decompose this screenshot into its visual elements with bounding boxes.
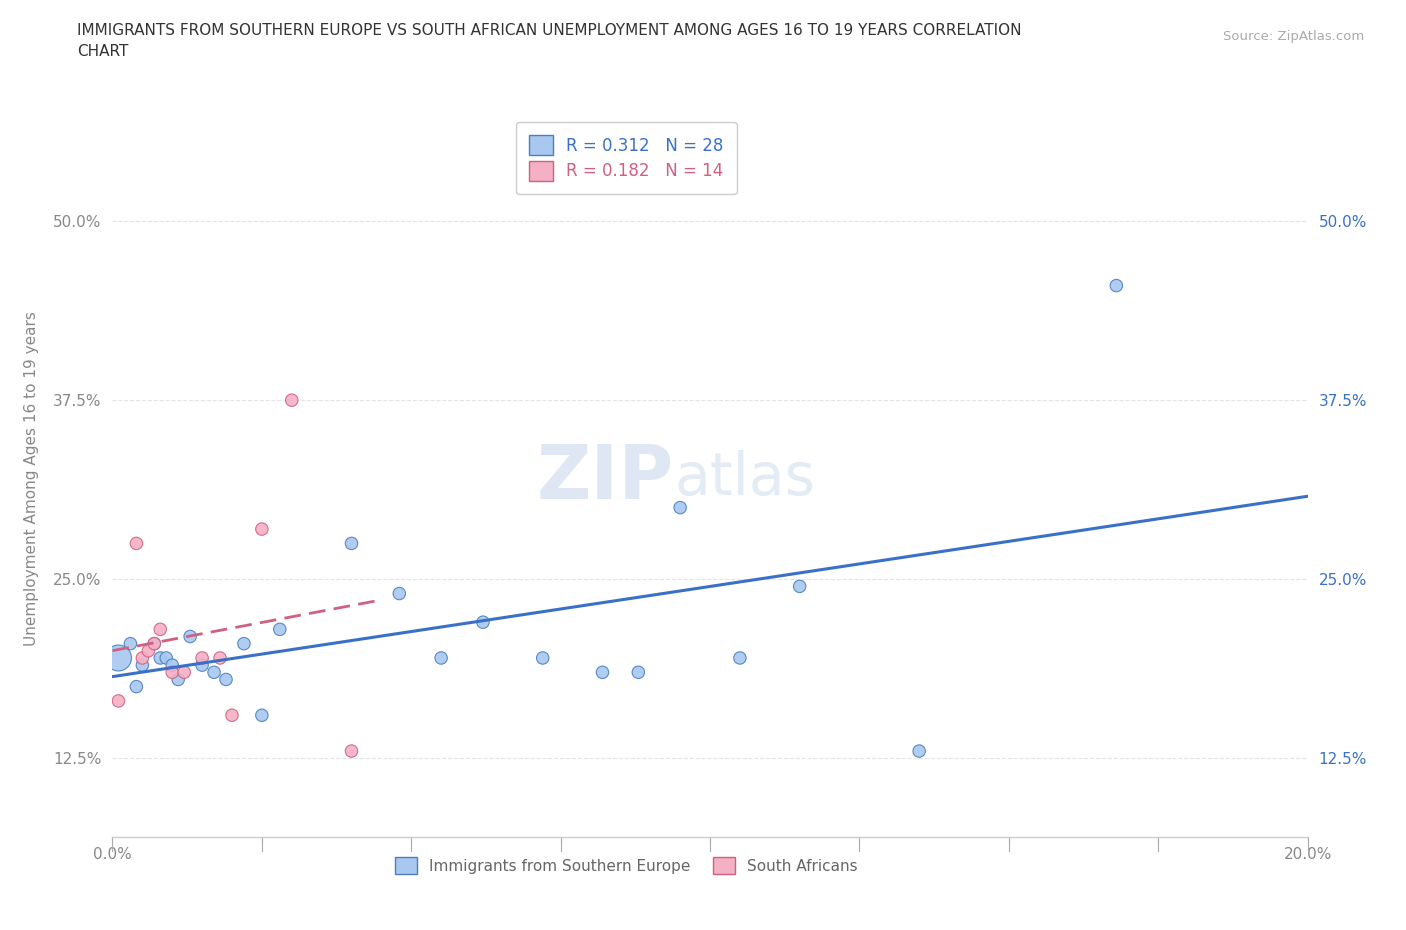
Point <box>340 744 363 759</box>
Text: atlas: atlas <box>675 450 815 508</box>
Point <box>131 651 153 666</box>
Text: IMMIGRANTS FROM SOUTHERN EUROPE VS SOUTH AFRICAN UNEMPLOYMENT AMONG AGES 16 TO 1: IMMIGRANTS FROM SOUTHERN EUROPE VS SOUTH… <box>77 23 1022 60</box>
Point <box>269 622 291 637</box>
Point <box>789 578 811 594</box>
Point <box>120 636 142 651</box>
Text: Source: ZipAtlas.com: Source: ZipAtlas.com <box>1223 30 1364 43</box>
Y-axis label: Unemployment Among Ages 16 to 19 years: Unemployment Among Ages 16 to 19 years <box>24 312 39 646</box>
Point <box>669 500 692 515</box>
Point <box>1105 278 1128 293</box>
Point <box>131 658 153 672</box>
Point <box>472 615 495 630</box>
Point <box>155 651 177 666</box>
Point <box>221 708 243 723</box>
Point <box>179 629 201 644</box>
Point <box>430 651 453 666</box>
Point <box>125 679 148 694</box>
Point <box>138 644 160 658</box>
Point <box>173 665 195 680</box>
Point <box>388 586 411 601</box>
Point <box>107 651 129 666</box>
Point <box>281 392 304 407</box>
Point <box>592 665 614 680</box>
Point <box>233 636 256 651</box>
Point <box>209 651 232 666</box>
Point <box>143 636 166 651</box>
Point <box>250 522 273 537</box>
Legend: Immigrants from Southern Europe, South Africans: Immigrants from Southern Europe, South A… <box>382 844 870 886</box>
Point <box>162 665 183 680</box>
Point <box>202 665 225 680</box>
Point <box>531 651 554 666</box>
Point <box>250 708 273 723</box>
Point <box>143 636 166 651</box>
Point <box>215 672 238 687</box>
Point <box>627 665 650 680</box>
Text: ZIP: ZIP <box>537 443 675 515</box>
Point <box>167 672 190 687</box>
Point <box>149 622 172 637</box>
Point <box>125 536 148 551</box>
Point <box>149 651 172 666</box>
Point <box>908 744 931 759</box>
Point <box>162 658 183 672</box>
Point <box>340 536 363 551</box>
Point <box>191 658 214 672</box>
Point <box>191 651 214 666</box>
Point <box>107 694 129 709</box>
Point <box>728 651 751 666</box>
